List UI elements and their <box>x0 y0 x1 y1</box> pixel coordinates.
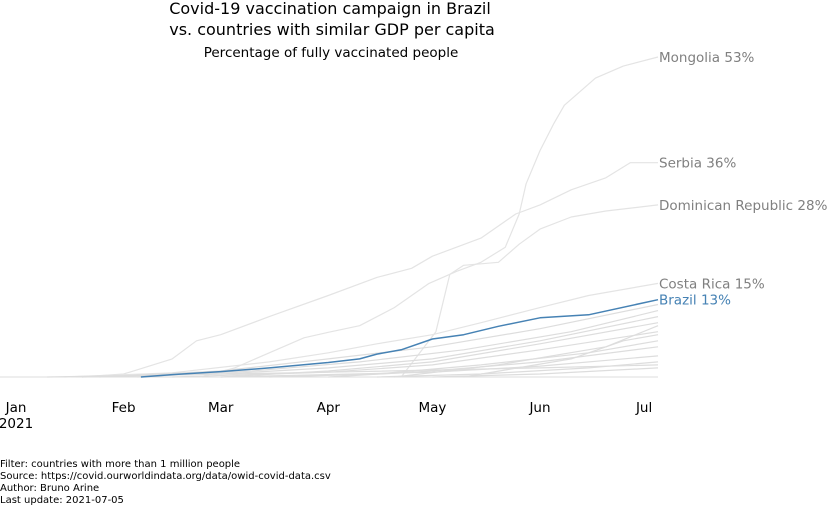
x-tick-feb: Feb <box>112 400 136 416</box>
chart-title-line1: Covid-19 vaccination campaign in Brazil <box>169 0 491 18</box>
series-line-brazil <box>140 298 659 378</box>
end-label-costa-rica: Costa Rica 15% <box>659 276 765 292</box>
footer-last-update: Last update: 2021-07-05 <box>0 495 124 506</box>
series-line-background-2 <box>137 310 659 378</box>
series-line-mongolia <box>199 56 659 378</box>
chart-title-line2: vs. countries with similar GDP per capit… <box>169 20 495 39</box>
end-labels: Mongolia 53% Serbia 36% Dominican Republic… <box>659 50 828 309</box>
series-line-background-9 <box>376 361 659 378</box>
x-tick-jan: Jan <box>5 400 27 416</box>
end-label-dominican-republic: Dominican Republic 28% <box>659 198 828 214</box>
chart-subtitle: Percentage of fully vaccinated people <box>204 45 459 61</box>
series-line-serbia <box>81 162 658 378</box>
x-tick-mar: Mar <box>208 400 234 416</box>
footer: Filter: countries with more than 1 milli… <box>0 459 331 507</box>
series-line-costa-rica <box>64 282 659 378</box>
x-tick-year: 2021 <box>0 416 33 432</box>
series-line-background-12 <box>463 334 659 378</box>
series-line-background-11 <box>47 364 659 378</box>
x-tick-jun: Jun <box>528 400 550 416</box>
end-label-mongolia: Mongolia 53% <box>659 50 755 66</box>
footer-source: Source: https://covid.ourworldindata.org… <box>0 471 331 482</box>
footer-author: Author: Bruno Arine <box>0 483 100 494</box>
footer-filter: Filter: countries with more than 1 milli… <box>0 459 241 470</box>
end-label-brazil: Brazil 13% <box>659 293 731 309</box>
series-line-background-5 <box>172 331 659 378</box>
end-label-serbia: Serbia 36% <box>659 156 736 172</box>
x-tick-jul: Jul <box>635 400 652 416</box>
series-line-background-6 <box>269 340 659 378</box>
series-line-background-13 <box>394 325 659 378</box>
x-tick-apr: Apr <box>317 400 341 416</box>
series-lines <box>47 56 659 378</box>
x-tick-may: May <box>418 400 446 416</box>
